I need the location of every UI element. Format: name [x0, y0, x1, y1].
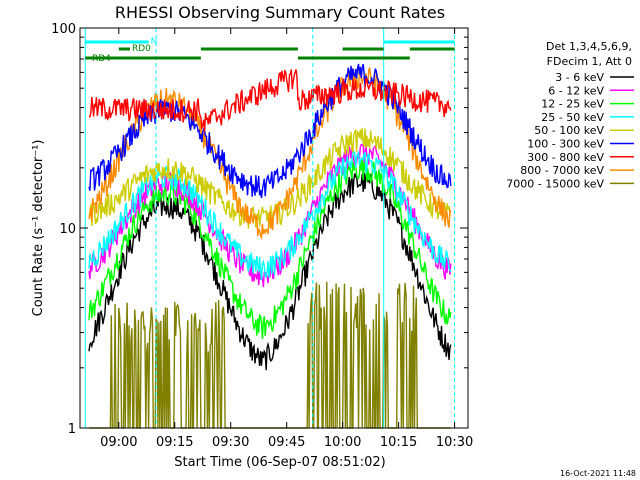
legend-label-8: 800 - 7000 keV: [520, 164, 604, 177]
x-tick-label-6: 10:15: [380, 435, 417, 450]
axis-ticks: 09:00 09:15 09:30 09:45 10:00 10:15 10:30 1 10 10…: [51, 22, 473, 450]
y-axis-label: Count Rate (s⁻¹ detector⁻¹): [31, 140, 46, 317]
legend-label-3: 12 - 25 keV: [541, 98, 604, 111]
x-tick-label-3: 09:30: [212, 435, 249, 450]
x-tick-label-1: 09:00: [100, 435, 137, 450]
flag-label-rd0: RD0: [132, 44, 151, 54]
y-tick-label-1: 1: [68, 422, 76, 437]
y-tick-label-2: 10: [59, 222, 76, 237]
chart-title: RHESSI Observing Summary Count Rates: [115, 3, 445, 22]
series-line-3: [88, 158, 452, 339]
x-axis-label: Start Time (06-Sep-07 08:51:02): [174, 455, 385, 470]
x-tick-label-5: 10:00: [324, 435, 361, 450]
legend-label-5: 50 - 100 keV: [534, 124, 604, 137]
legend-label-2: 6 - 12 keV: [548, 84, 604, 97]
flag-label-rd4: RD4: [92, 54, 111, 64]
timestamp: 16-Oct-2021 11:48: [560, 469, 636, 478]
legend-label-1: 3 - 6 keV: [555, 71, 604, 84]
legend-label-4: 25 - 50 keV: [541, 111, 604, 124]
legend-label-7: 300 - 800 keV: [527, 151, 604, 164]
y-tick-label-3: 100: [51, 22, 76, 37]
flag-label-n: N: [151, 37, 158, 47]
legend-header-line-2: FDecim 1, Att 0: [547, 55, 632, 68]
legend-header-line-1: Det 1,3,4,5,6,9,: [546, 40, 632, 53]
x-tick-label-2: 09:15: [156, 435, 193, 450]
legend-label-9: 7000 - 15000 keV: [506, 177, 604, 190]
series-line-7: [88, 69, 452, 133]
legend: Det 1,3,4,5,6,9, FDecim 1, Att 0 3 - 6 k…: [506, 40, 634, 190]
x-tick-label-7: 10:30: [436, 435, 473, 450]
series-line-4: [88, 150, 452, 280]
legend-label-6: 100 - 300 keV: [527, 138, 604, 151]
x-tick-label-4: 09:45: [268, 435, 305, 450]
